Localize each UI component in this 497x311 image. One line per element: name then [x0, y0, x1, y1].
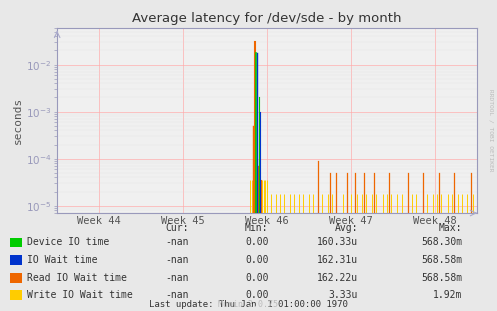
Text: Avg:: Avg: [334, 223, 358, 233]
Bar [10, 273, 22, 283]
Text: Cur:: Cur: [166, 223, 189, 233]
Bar [10, 238, 22, 247]
Text: 162.31u: 162.31u [317, 255, 358, 265]
Text: 0.00: 0.00 [245, 237, 268, 248]
Text: -nan: -nan [166, 290, 189, 300]
Text: -nan: -nan [166, 273, 189, 283]
Bar [10, 255, 22, 265]
Text: Device IO time: Device IO time [27, 237, 109, 248]
Text: RRDTOOL / TOBI OETIKER: RRDTOOL / TOBI OETIKER [489, 89, 494, 172]
Text: Munin 2.0.75: Munin 2.0.75 [219, 300, 278, 309]
Text: 1.92m: 1.92m [433, 290, 462, 300]
Text: 160.33u: 160.33u [317, 237, 358, 248]
Title: Average latency for /dev/sde - by month: Average latency for /dev/sde - by month [132, 12, 402, 26]
Text: 568.58m: 568.58m [421, 255, 462, 265]
Text: Last update: Thu Jan  1 01:00:00 1970: Last update: Thu Jan 1 01:00:00 1970 [149, 300, 348, 309]
Text: 0.00: 0.00 [245, 290, 268, 300]
Text: Max:: Max: [439, 223, 462, 233]
Text: -nan: -nan [166, 237, 189, 248]
Text: 3.33u: 3.33u [329, 290, 358, 300]
Bar [10, 290, 22, 300]
Text: 0.00: 0.00 [245, 255, 268, 265]
Text: 162.22u: 162.22u [317, 273, 358, 283]
Text: IO Wait time: IO Wait time [27, 255, 98, 265]
Text: Write IO Wait time: Write IO Wait time [27, 290, 133, 300]
Text: Read IO Wait time: Read IO Wait time [27, 273, 127, 283]
Text: Min:: Min: [245, 223, 268, 233]
Text: 0.00: 0.00 [245, 273, 268, 283]
Text: -nan: -nan [166, 255, 189, 265]
Y-axis label: seconds: seconds [13, 97, 23, 144]
Text: 568.30m: 568.30m [421, 237, 462, 248]
Text: 568.58m: 568.58m [421, 273, 462, 283]
